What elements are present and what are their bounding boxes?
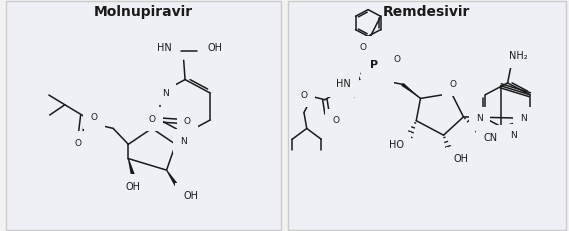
Text: N: N (162, 88, 169, 97)
Text: OH: OH (126, 182, 141, 192)
Text: Molnupiravir: Molnupiravir (94, 5, 193, 18)
Text: O: O (380, 71, 387, 80)
Polygon shape (166, 170, 179, 188)
Text: OH: OH (183, 191, 198, 201)
Text: P: P (370, 60, 378, 70)
Text: HO: HO (389, 140, 403, 150)
Text: HN: HN (336, 79, 351, 89)
Text: N: N (519, 114, 526, 123)
Polygon shape (340, 91, 356, 97)
Text: Remdesivir: Remdesivir (383, 5, 471, 18)
Text: OH: OH (207, 43, 222, 53)
FancyBboxPatch shape (6, 0, 281, 231)
Text: O: O (184, 117, 191, 126)
Text: O: O (450, 80, 456, 89)
Text: N: N (180, 137, 187, 146)
FancyBboxPatch shape (288, 0, 566, 231)
Text: O: O (75, 139, 81, 148)
Text: O: O (300, 91, 307, 100)
Text: HN: HN (156, 43, 171, 53)
Text: OH: OH (454, 155, 469, 164)
Text: O: O (90, 113, 97, 122)
Text: NH₂: NH₂ (509, 51, 528, 61)
Text: O: O (359, 43, 366, 52)
Text: CN: CN (484, 133, 498, 143)
Text: O: O (149, 115, 155, 124)
Polygon shape (128, 158, 135, 177)
Text: N: N (476, 114, 483, 123)
Text: O: O (393, 55, 400, 64)
Polygon shape (401, 83, 420, 98)
Text: O: O (332, 116, 339, 125)
Text: N: N (510, 131, 517, 140)
